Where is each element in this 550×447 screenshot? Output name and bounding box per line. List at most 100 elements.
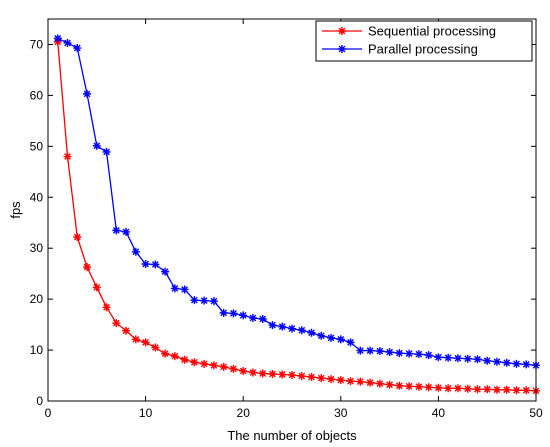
data-point-sequential — [209, 361, 218, 370]
data-point-parallel — [327, 333, 336, 342]
x-tick-label: 40 — [432, 406, 446, 420]
data-point-parallel — [375, 347, 384, 356]
data-point-sequential — [151, 343, 160, 352]
legend-marker-sequential — [338, 27, 346, 35]
data-point-sequential — [161, 349, 170, 358]
series-line-sequential — [57, 41, 537, 392]
data-point-sequential — [483, 385, 492, 394]
data-point-parallel — [297, 326, 306, 335]
data-point-parallel — [83, 89, 92, 98]
data-point-sequential — [141, 338, 150, 347]
data-point-parallel — [102, 147, 111, 156]
data-point-parallel — [356, 346, 365, 355]
data-point-parallel — [336, 335, 345, 344]
data-point-parallel — [170, 284, 179, 293]
data-point-sequential — [297, 372, 306, 381]
data-point-parallel — [483, 356, 492, 365]
data-point-sequential — [502, 385, 511, 394]
data-point-parallel — [219, 308, 228, 317]
y-tick-label: 10 — [30, 343, 44, 357]
data-point-sequential — [170, 352, 179, 361]
y-tick-label: 0 — [36, 394, 43, 408]
data-point-sequential — [434, 383, 443, 392]
data-point-sequential — [317, 374, 326, 383]
data-point-sequential — [346, 377, 355, 386]
series-line-parallel — [57, 37, 537, 366]
y-tick-label: 30 — [30, 241, 44, 255]
y-tick-label: 70 — [30, 37, 44, 51]
data-point-sequential — [395, 381, 404, 390]
data-point-sequential — [229, 364, 238, 373]
data-point-parallel — [512, 359, 521, 368]
data-point-sequential — [200, 359, 209, 368]
data-point-parallel — [414, 350, 423, 359]
data-point-sequential — [453, 384, 462, 393]
plot-frame — [47, 18, 537, 402]
data-point-sequential — [492, 385, 501, 394]
data-point-sequential — [424, 383, 433, 392]
x-axis-label: The number of objects — [227, 428, 357, 443]
data-point-parallel — [268, 321, 277, 330]
legend-entry-parallel: Parallel processing — [322, 42, 478, 57]
data-point-sequential — [414, 382, 423, 391]
data-point-parallel — [444, 353, 453, 362]
y-tick-label: 40 — [30, 190, 44, 204]
data-point-parallel — [522, 360, 531, 369]
y-tick-label: 50 — [30, 139, 44, 153]
series-layer — [53, 34, 540, 395]
data-point-sequential — [288, 371, 296, 380]
data-point-sequential — [385, 380, 394, 389]
data-point-sequential — [327, 375, 336, 384]
data-point-parallel — [151, 260, 160, 269]
legend-box — [315, 20, 533, 62]
data-point-parallel — [92, 141, 101, 150]
data-point-sequential — [366, 378, 375, 387]
series-parallel — [53, 34, 540, 370]
data-point-parallel — [405, 349, 414, 358]
data-point-parallel — [131, 247, 140, 256]
data-point-sequential — [219, 362, 228, 371]
series-sequential — [53, 37, 540, 395]
data-point-parallel — [209, 297, 218, 306]
data-point-parallel — [288, 324, 296, 333]
data-point-sequential — [131, 335, 140, 344]
legend-label-parallel: Parallel processing — [368, 42, 478, 57]
data-point-parallel — [424, 351, 433, 360]
data-point-parallel — [122, 227, 131, 236]
x-tick-label: 30 — [334, 406, 348, 420]
data-point-parallel — [200, 296, 209, 305]
y-tick-label: 20 — [30, 292, 44, 306]
data-point-parallel — [385, 348, 394, 357]
x-tick-label: 50 — [529, 406, 543, 420]
data-point-parallel — [317, 331, 326, 340]
legend-marker-glyph — [338, 45, 346, 53]
data-point-parallel — [492, 357, 501, 366]
data-point-sequential — [239, 366, 248, 375]
data-point-parallel — [346, 338, 355, 347]
data-point-sequential — [405, 382, 414, 391]
data-point-parallel — [248, 313, 257, 322]
data-point-parallel — [307, 328, 316, 337]
data-point-sequential — [180, 355, 189, 364]
data-point-sequential — [463, 384, 472, 393]
data-point-parallel — [366, 346, 375, 355]
data-point-parallel — [434, 353, 443, 362]
data-point-parallel — [180, 285, 189, 294]
data-point-sequential — [473, 385, 482, 394]
data-point-parallel — [161, 267, 170, 276]
data-point-parallel — [63, 38, 72, 47]
data-point-parallel — [73, 44, 82, 53]
legend-marker-parallel — [338, 45, 346, 53]
x-tick-label: 20 — [237, 406, 251, 420]
data-point-sequential — [63, 152, 72, 161]
data-point-sequential — [268, 370, 277, 379]
data-point-sequential — [375, 379, 384, 388]
legend-marker-glyph — [338, 27, 346, 35]
data-point-parallel — [239, 311, 248, 320]
data-point-sequential — [444, 384, 453, 393]
tick-labels: 0 10 20 30 40 50 0 10 20 30 40 50 60 70 — [30, 37, 543, 420]
data-point-sequential — [83, 263, 92, 272]
data-point-sequential — [112, 319, 121, 328]
x-tick-label: 0 — [45, 406, 52, 420]
